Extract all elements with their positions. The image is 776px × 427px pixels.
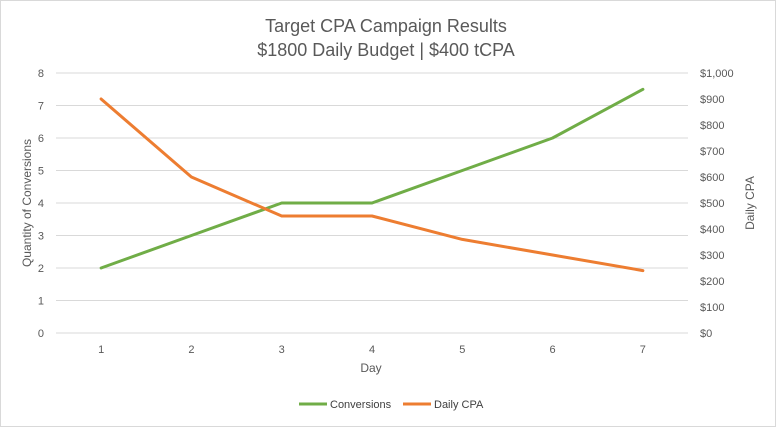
x-axis-title: Day (360, 361, 381, 375)
y-right-tick-label: $500 (700, 198, 724, 210)
y-left-tick-label: 7 (38, 101, 44, 113)
x-tick-label: 3 (279, 344, 285, 356)
x-tick-label: 2 (188, 344, 194, 356)
y-left-tick-label: 8 (38, 68, 44, 80)
series-group (99, 87, 645, 273)
y-left-tick-label: 4 (38, 198, 44, 210)
y-left-ticks: 0 1 2 3 4 5 6 7 8 (38, 68, 44, 340)
y-left-tick-label: 5 (38, 166, 44, 178)
gridlines (56, 72, 688, 334)
chart-title-line1: Target CPA Campaign Results (265, 16, 507, 36)
y-left-tick-label: 1 (38, 296, 44, 308)
y-right-tick-label: $200 (700, 276, 724, 288)
y-right-tick-label: $300 (700, 250, 724, 262)
y-right-axis-title: Daily CPA (743, 176, 757, 230)
y-right-tick-label: $600 (700, 172, 724, 184)
y-right-tick-label: $100 (700, 302, 724, 314)
x-tick-label: 1 (98, 344, 104, 356)
chart-title-line2: $1800 Daily Budget | $400 tCPA (257, 40, 515, 60)
x-tick-label: 5 (459, 344, 465, 356)
y-right-tick-label: $400 (700, 224, 724, 236)
series-line-daily-cpa (99, 97, 645, 273)
y-left-tick-label: 0 (38, 328, 44, 340)
legend-label: Conversions (330, 399, 392, 411)
y-left-axis-title: Quantity of Conversions (20, 139, 34, 267)
y-right-tick-label: $800 (700, 120, 724, 132)
series-line-conversions (99, 87, 645, 270)
x-tick-label: 4 (369, 344, 375, 356)
y-left-tick-label: 3 (38, 231, 44, 243)
legend: Conversions Daily CPA (299, 399, 484, 411)
y-right-ticks: $0 $100 $200 $300 $400 $500 $600 $700 $800 $900 $1… (700, 68, 734, 340)
x-ticks: 1 2 3 4 5 6 7 (98, 344, 646, 356)
y-right-tick-label: $700 (700, 146, 724, 158)
y-right-tick-label: $0 (700, 328, 712, 340)
x-tick-label: 7 (640, 344, 646, 356)
y-left-tick-label: 6 (38, 133, 44, 145)
y-left-tick-label: 2 (38, 263, 44, 275)
y-right-tick-label: $900 (700, 94, 724, 106)
y-right-tick-label: $1,000 (700, 68, 734, 80)
legend-label: Daily CPA (434, 399, 484, 411)
x-tick-label: 6 (550, 344, 556, 356)
